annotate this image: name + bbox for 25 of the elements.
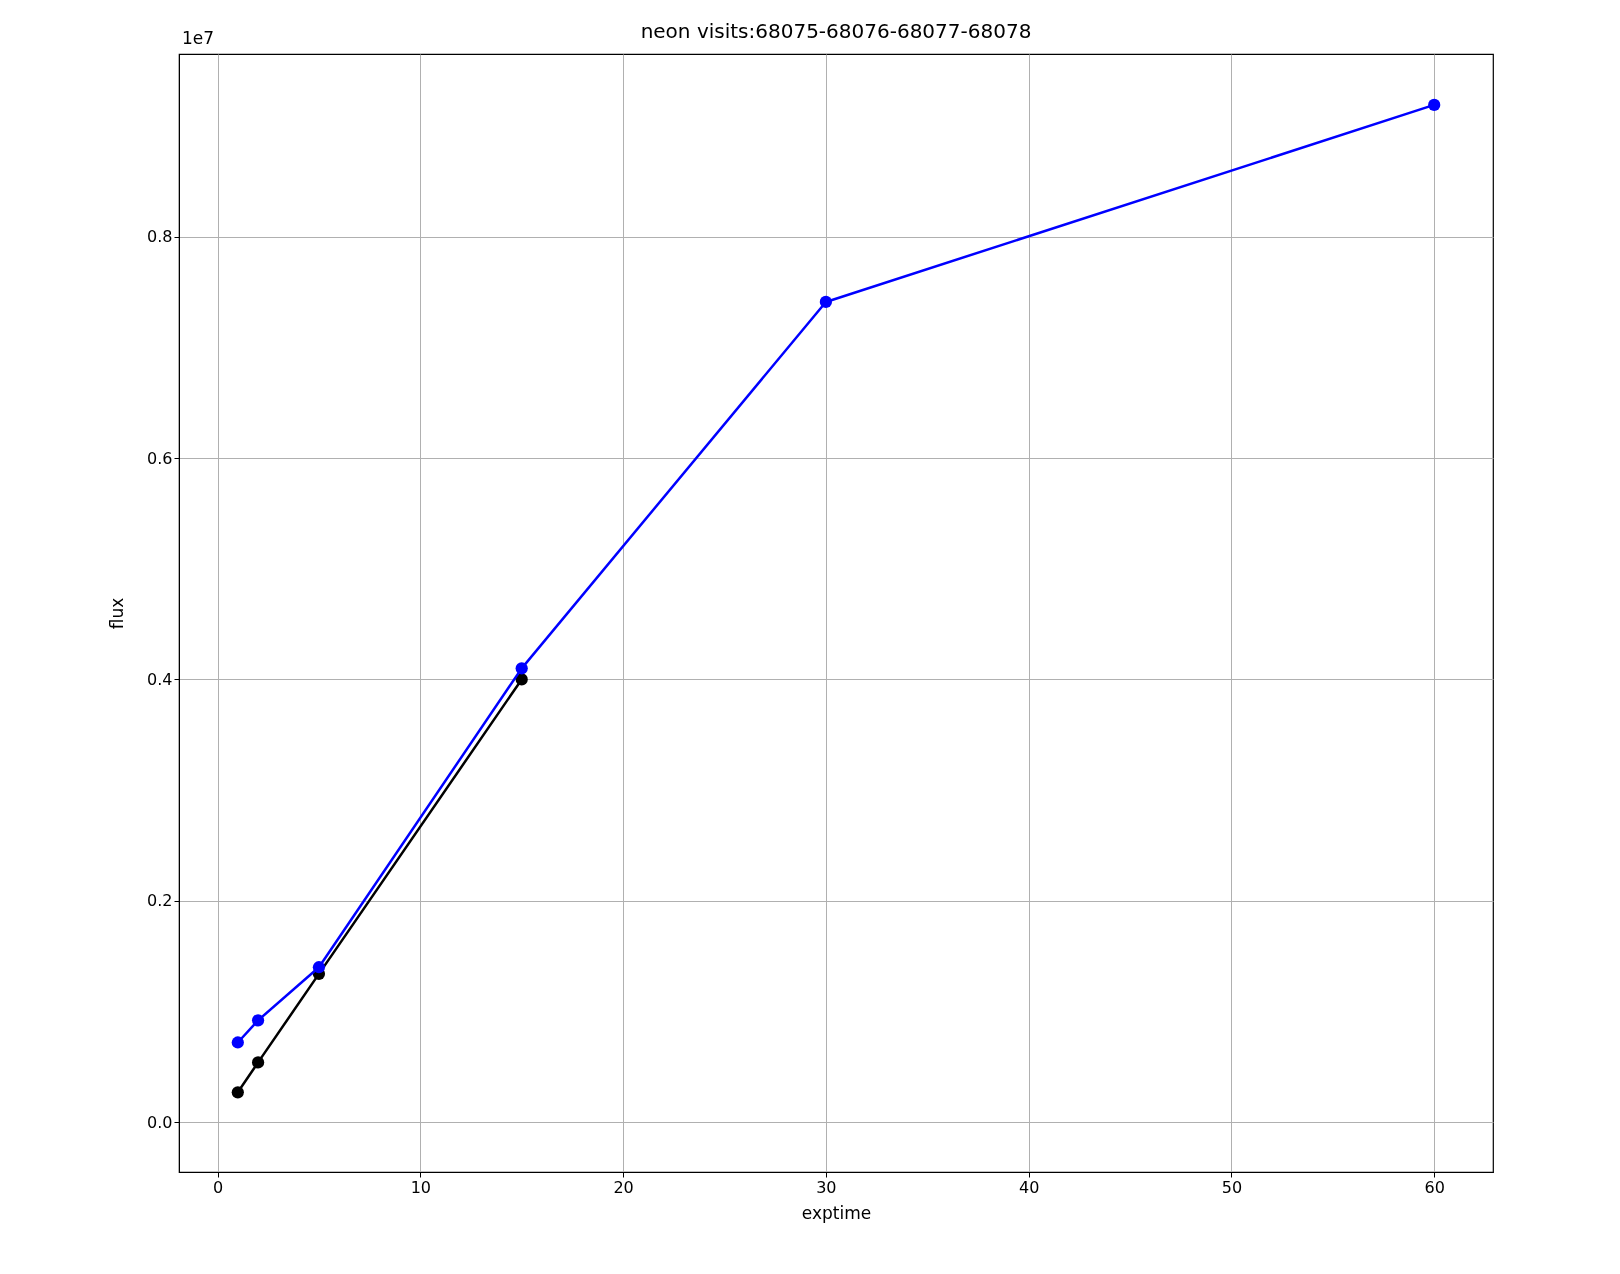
point [312,961,326,974]
y-tick-label: 0.0 [147,1112,173,1132]
x-tick-label: 50 [1221,1177,1243,1197]
y-tick-label: 0.8 [147,227,173,247]
point [515,673,528,686]
x-tick-label: 60 [1424,1177,1445,1197]
y-tick-label: 0.6 [147,448,173,468]
x-tick-label: 0 [212,1177,224,1197]
x-axis-title: exptime [801,1202,872,1223]
x-tick-label: 10 [410,1177,431,1197]
y-tick-label: 0.4 [147,669,173,689]
point [1428,98,1441,112]
point [515,662,528,675]
point [231,1036,244,1049]
text: 1e7 [182,28,215,48]
chart-title: neon visits:68075-68076-68077-68078 [640,19,1032,43]
point [251,1014,265,1027]
point [819,295,832,309]
x-tick-label: 20 [613,1177,634,1197]
y-axis-title: flux [107,597,128,630]
point [231,1086,244,1099]
x-tick-label: 40 [1018,1177,1040,1197]
y-tick-label: 0.2 [147,891,173,911]
point [251,1056,265,1069]
x-tick-label: 30 [816,1177,837,1197]
